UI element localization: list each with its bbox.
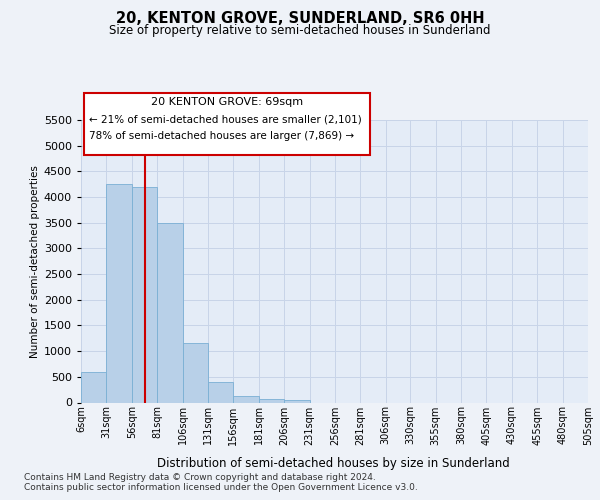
Bar: [106, 184, 132, 402]
Text: Contains public sector information licensed under the Open Government Licence v3: Contains public sector information licen…: [24, 483, 418, 492]
Bar: [259, 398, 284, 402]
Text: Distribution of semi-detached houses by size in Sunderland: Distribution of semi-detached houses by …: [157, 458, 509, 470]
Bar: [81, 372, 106, 402]
Text: ← 21% of semi-detached houses are smaller (2,101): ← 21% of semi-detached houses are smalle…: [89, 114, 361, 124]
Text: 20, KENTON GROVE, SUNDERLAND, SR6 0HH: 20, KENTON GROVE, SUNDERLAND, SR6 0HH: [116, 11, 484, 26]
Bar: [208, 382, 233, 402]
Text: 20 KENTON GROVE: 69sqm: 20 KENTON GROVE: 69sqm: [151, 98, 303, 108]
Text: 78% of semi-detached houses are larger (7,869) →: 78% of semi-detached houses are larger (…: [89, 132, 354, 141]
Bar: [182, 344, 208, 402]
FancyBboxPatch shape: [83, 93, 370, 156]
Bar: [284, 400, 310, 402]
Bar: [157, 222, 182, 402]
Bar: [132, 187, 157, 402]
Y-axis label: Number of semi-detached properties: Number of semi-detached properties: [29, 165, 40, 358]
Text: Contains HM Land Registry data © Crown copyright and database right 2024.: Contains HM Land Registry data © Crown c…: [24, 472, 376, 482]
Bar: [233, 396, 259, 402]
Text: Size of property relative to semi-detached houses in Sunderland: Size of property relative to semi-detach…: [109, 24, 491, 37]
